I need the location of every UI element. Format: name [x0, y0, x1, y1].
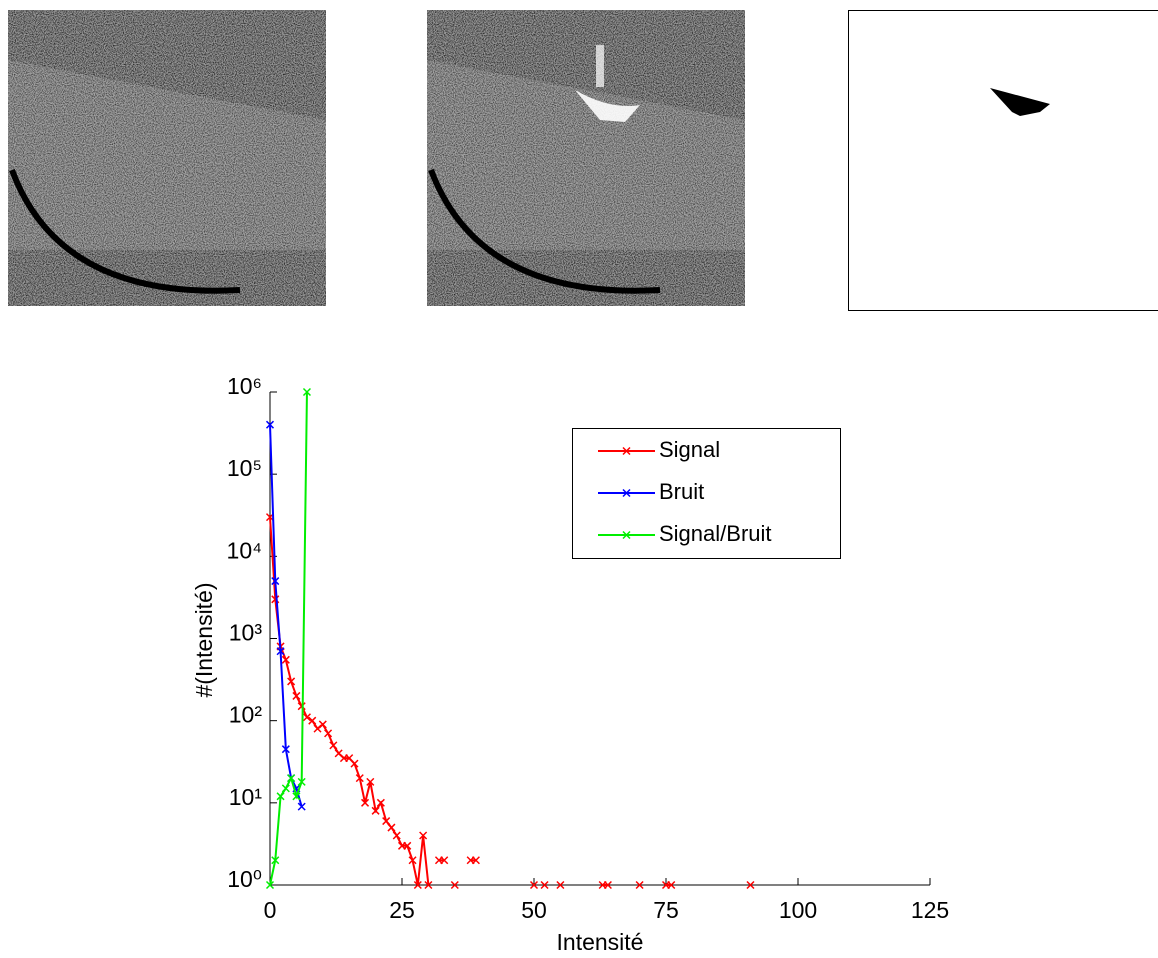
- image-panel: [427, 10, 745, 306]
- data-point: [540, 880, 549, 890]
- data-point: [556, 880, 565, 890]
- data-point: [276, 792, 285, 801]
- y-tick-label: 10¹: [229, 784, 263, 810]
- y-tick-label: 10⁶: [227, 373, 262, 399]
- legend-marker: [622, 488, 631, 498]
- legend-marker: [622, 530, 631, 540]
- data-point: [424, 880, 433, 890]
- x-tick-label: 50: [521, 897, 547, 923]
- data-point: [276, 647, 285, 656]
- data-point: [297, 702, 306, 711]
- y-tick-label: 10⁵: [227, 455, 262, 481]
- data-point: [265, 880, 275, 890]
- series-line: [270, 517, 750, 885]
- data-point: [387, 823, 396, 832]
- data-point: [471, 856, 480, 865]
- data-point: [392, 831, 401, 840]
- y-tick-label: 10⁴: [227, 537, 262, 563]
- data-point: [366, 777, 375, 786]
- x-tick-label: 125: [911, 897, 949, 923]
- data-point: [281, 655, 290, 664]
- data-point: [746, 880, 755, 890]
- data-point: [302, 713, 311, 722]
- data-point: [324, 729, 333, 738]
- x-tick-label: 75: [653, 897, 679, 923]
- data-point: [329, 741, 338, 750]
- data-point: [361, 798, 370, 807]
- data-point: [413, 880, 422, 890]
- legend: Signal Bruit Signal/Bruit: [572, 428, 841, 559]
- y-axis-label: #(Intensité): [191, 582, 217, 697]
- x-tick-label: 25: [389, 897, 415, 923]
- legend-label: Bruit: [659, 479, 704, 504]
- data-point: [408, 856, 417, 865]
- data-point: [281, 745, 290, 754]
- series-line: [269, 391, 308, 886]
- data-point: [292, 691, 301, 700]
- x-axis-label: Intensité: [557, 929, 644, 955]
- data-point: [419, 831, 428, 840]
- data-point: [297, 802, 306, 811]
- y-tick-label: 10⁰: [227, 866, 262, 892]
- image-panel: [8, 10, 326, 306]
- y-tick-label: 10²: [229, 702, 263, 728]
- data-point: [371, 806, 380, 815]
- data-point: [318, 720, 327, 729]
- data-point: [271, 577, 280, 586]
- data-point: [603, 880, 612, 890]
- data-point: [450, 880, 459, 890]
- data-point: [355, 774, 364, 783]
- data-point: [529, 880, 539, 890]
- data-point: [440, 856, 449, 865]
- data-point: [302, 387, 311, 397]
- data-point: [635, 880, 644, 890]
- x-tick-label: 0: [264, 897, 277, 923]
- legend-label: Signal/Bruit: [659, 521, 772, 546]
- data-point: [403, 841, 412, 850]
- data-point: [667, 880, 676, 890]
- legend-marker: [622, 446, 631, 456]
- data-point: [350, 759, 359, 768]
- data-point: [281, 784, 290, 793]
- data-point: [308, 716, 317, 725]
- data-point: [271, 856, 280, 865]
- data-point: [376, 798, 385, 807]
- y-tick-label: 10³: [229, 620, 263, 646]
- data-point: [313, 724, 322, 733]
- data-point: [287, 774, 296, 783]
- data-point: [292, 792, 301, 801]
- data-point: [287, 677, 296, 686]
- x-tick-label: 100: [779, 897, 817, 923]
- data-point: [382, 817, 391, 826]
- data-point: [265, 420, 275, 429]
- legend-label: Signal: [659, 437, 720, 462]
- image-panel: [848, 10, 1158, 311]
- data-point: [297, 777, 306, 786]
